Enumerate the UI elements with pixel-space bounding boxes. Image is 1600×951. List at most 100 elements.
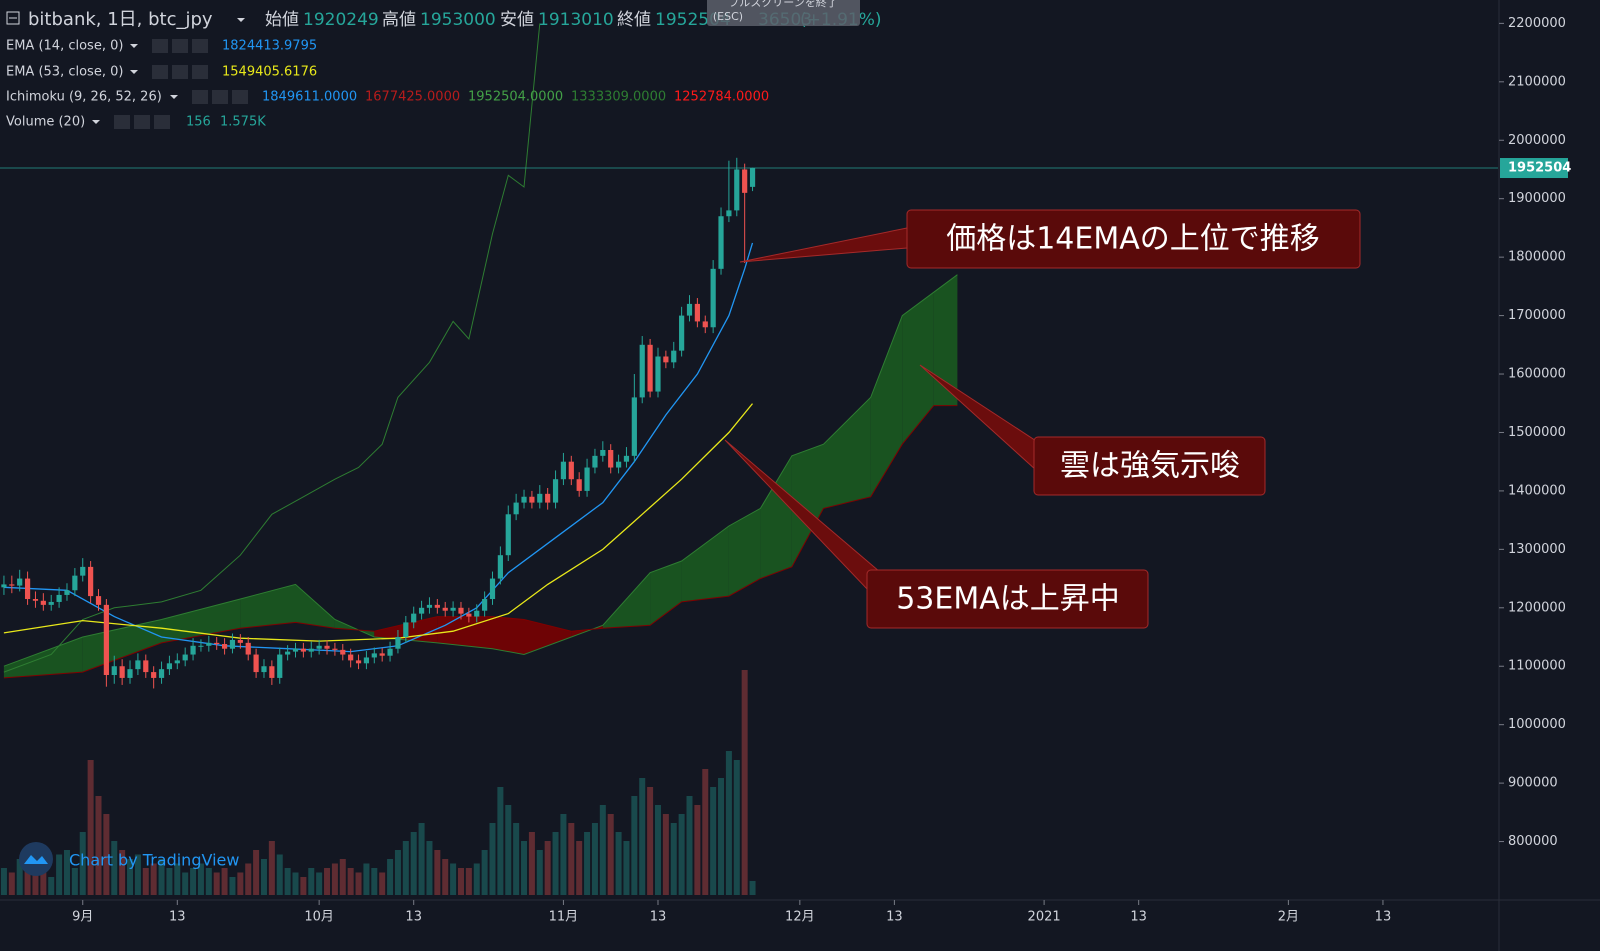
fullscreen-exit-text[interactable]: フルスクリーンを終了: [728, 0, 837, 9]
legend-control[interactable]: [172, 65, 188, 79]
candle-body: [639, 344, 645, 398]
y-tick-label: 2000000: [1508, 133, 1566, 148]
x-tick-label: 13: [1375, 910, 1392, 925]
volume-bar: [127, 859, 134, 895]
volume-bar: [355, 872, 362, 895]
volume-bar: [450, 863, 457, 895]
legend-control[interactable]: [152, 65, 168, 79]
volume-bar: [150, 863, 157, 895]
volume-bar: [339, 859, 346, 895]
volume-bar: [568, 823, 575, 895]
candle-body: [111, 666, 117, 675]
dropdown-arrow[interactable]: [237, 18, 245, 22]
volume-bar: [56, 854, 63, 895]
candle-body: [537, 493, 543, 503]
legend-name[interactable]: EMA (14, close, 0): [6, 39, 123, 54]
volume-bar: [316, 872, 323, 895]
candle-body: [726, 210, 732, 217]
candle-body: [560, 461, 567, 480]
legend-dropdown[interactable]: [130, 44, 138, 48]
legend-control[interactable]: [232, 90, 248, 104]
candle-body: [1, 584, 7, 588]
volume-bar: [481, 850, 488, 895]
volume-bar: [749, 880, 756, 895]
volume-bar: [521, 841, 528, 895]
low-value: 1913010: [538, 10, 614, 30]
volume-bar: [402, 841, 409, 895]
chart-title[interactable]: bitbank, 1日, btc_jpy: [28, 9, 213, 30]
watermark-text[interactable]: Chart by TradingView: [69, 851, 239, 870]
legend-name[interactable]: Ichimoku (9, 26, 52, 26): [6, 90, 162, 105]
volume-bar: [457, 868, 464, 895]
candle-body: [663, 356, 669, 363]
volume-bar: [702, 769, 709, 895]
legend-control[interactable]: [154, 115, 170, 129]
cloud-segment: [902, 292, 934, 445]
lagging-span: [3, 23, 541, 673]
legend-value: 1952504.0000: [468, 90, 563, 105]
y-tick-label: 1400000: [1508, 483, 1566, 498]
volume-bar: [513, 823, 520, 895]
legend-name[interactable]: EMA (53, close, 0): [6, 65, 123, 80]
candle-body: [64, 590, 70, 595]
legend-control[interactable]: [192, 90, 208, 104]
legend-control[interactable]: [192, 65, 208, 79]
volume-bar: [560, 814, 567, 895]
legend-value: 1.575K: [220, 115, 266, 130]
legend-control[interactable]: [114, 115, 130, 129]
cloud-segment: [728, 508, 761, 597]
candle-body: [686, 303, 693, 316]
cloud-segment: [650, 561, 682, 626]
volume-bar: [442, 859, 449, 895]
candle-body: [694, 303, 700, 322]
volume-bar: [379, 872, 386, 895]
candle-body: [348, 654, 354, 661]
legend-name[interactable]: Volume (20): [6, 115, 85, 130]
legend-dropdown[interactable]: [130, 70, 138, 74]
candle-body: [300, 648, 306, 652]
cloud-segment: [492, 616, 524, 655]
volume-bar: [497, 787, 504, 895]
candle-body: [143, 660, 149, 673]
legend-control[interactable]: [192, 39, 208, 53]
volume-bar: [410, 832, 417, 895]
ema-line: [3, 403, 754, 642]
candle-body: [292, 648, 299, 652]
volume-bar: [710, 787, 717, 895]
volume-bar: [63, 850, 70, 895]
candle-body: [742, 169, 748, 193]
candle-body: [166, 663, 173, 670]
candle-body: [229, 639, 236, 649]
volume-bar: [741, 670, 748, 895]
volume-bar: [418, 823, 425, 895]
legend-control[interactable]: [134, 115, 150, 129]
x-tick-label: 13: [1130, 910, 1147, 925]
fullscreen-exit-button[interactable]: [707, 0, 860, 26]
volume-bar: [205, 868, 212, 895]
fullscreen-exit-key[interactable]: (ESC): [713, 10, 743, 23]
legend-dropdown[interactable]: [170, 95, 178, 99]
volume-bar: [363, 863, 370, 895]
collapse-icon[interactable]: [6, 11, 20, 25]
open-label: 始値: [265, 10, 299, 30]
close-label: 終値: [617, 10, 651, 30]
annotations: 価格は14EMAの上位で推移 雲は強気示唆 53EMAは上昇中: [724, 209, 1361, 629]
legend-control[interactable]: [152, 39, 168, 53]
volume-bar: [40, 872, 47, 895]
legend-control[interactable]: [212, 90, 228, 104]
volume-bar: [347, 868, 354, 895]
candle-body: [387, 648, 393, 656]
candle-body: [269, 666, 275, 678]
candle-body: [48, 601, 54, 605]
volume-bar: [253, 850, 260, 895]
volume-bar: [134, 854, 141, 895]
candle-body: [253, 654, 259, 673]
candle-body: [190, 645, 196, 655]
legend-control[interactable]: [172, 39, 188, 53]
y-tick-label: 2100000: [1508, 74, 1566, 89]
legend-dropdown[interactable]: [92, 120, 100, 124]
volume-bar: [552, 832, 559, 895]
candle-body: [151, 672, 157, 678]
candle-body: [600, 450, 606, 456]
